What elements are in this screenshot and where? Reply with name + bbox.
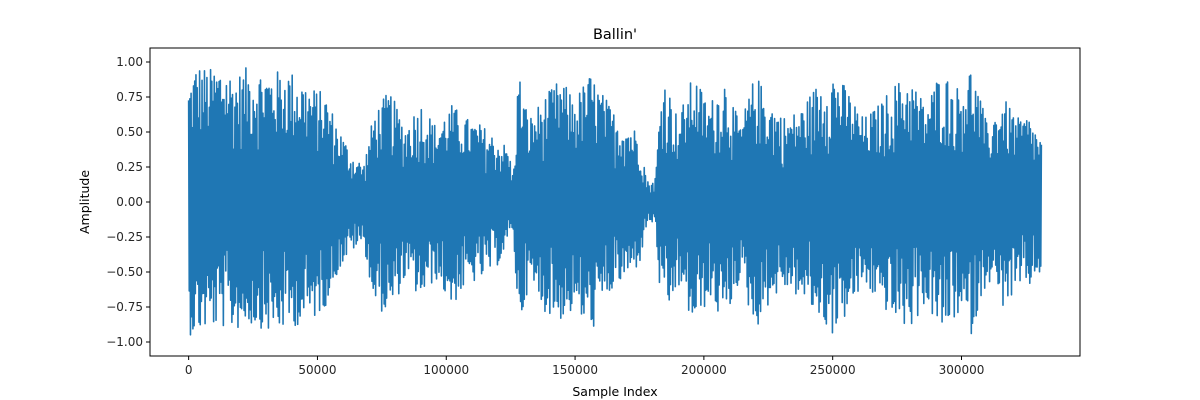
y-tick-label: −0.75 [106, 300, 143, 314]
x-tick-label: 200000 [681, 363, 727, 377]
y-tick-label: −0.50 [106, 265, 143, 279]
x-tick-label: 250000 [810, 363, 856, 377]
y-tick-label: −0.25 [106, 230, 143, 244]
y-tick-label: 0.50 [116, 125, 143, 139]
y-tick-label: −1.00 [106, 335, 143, 349]
y-tick-label: 0.75 [116, 90, 143, 104]
y-axis: 1.00 0.75 0.50 0.25 0.00 −0.25 −0.50 −0.75 −1.00 [106, 55, 150, 349]
x-tick-label: 100000 [423, 363, 469, 377]
y-tick-label: 0.00 [116, 195, 143, 209]
y-tick-label: 0.25 [116, 160, 143, 174]
x-tick-label: 150000 [552, 363, 598, 377]
y-tick-label: 1.00 [116, 55, 143, 69]
y-axis-title: Amplitude [77, 170, 92, 234]
x-tick-label: 300000 [939, 363, 985, 377]
waveform-line [187, 67, 1043, 336]
x-tick-label: 50000 [298, 363, 336, 377]
x-tick-label: 0 [185, 363, 193, 377]
series-group [187, 67, 1043, 336]
x-axis-title: Sample Index [572, 384, 657, 399]
chart-title: Ballin' [593, 27, 637, 43]
x-axis: 0 50000 100000 150000 200000 250000 300000 [185, 356, 985, 377]
